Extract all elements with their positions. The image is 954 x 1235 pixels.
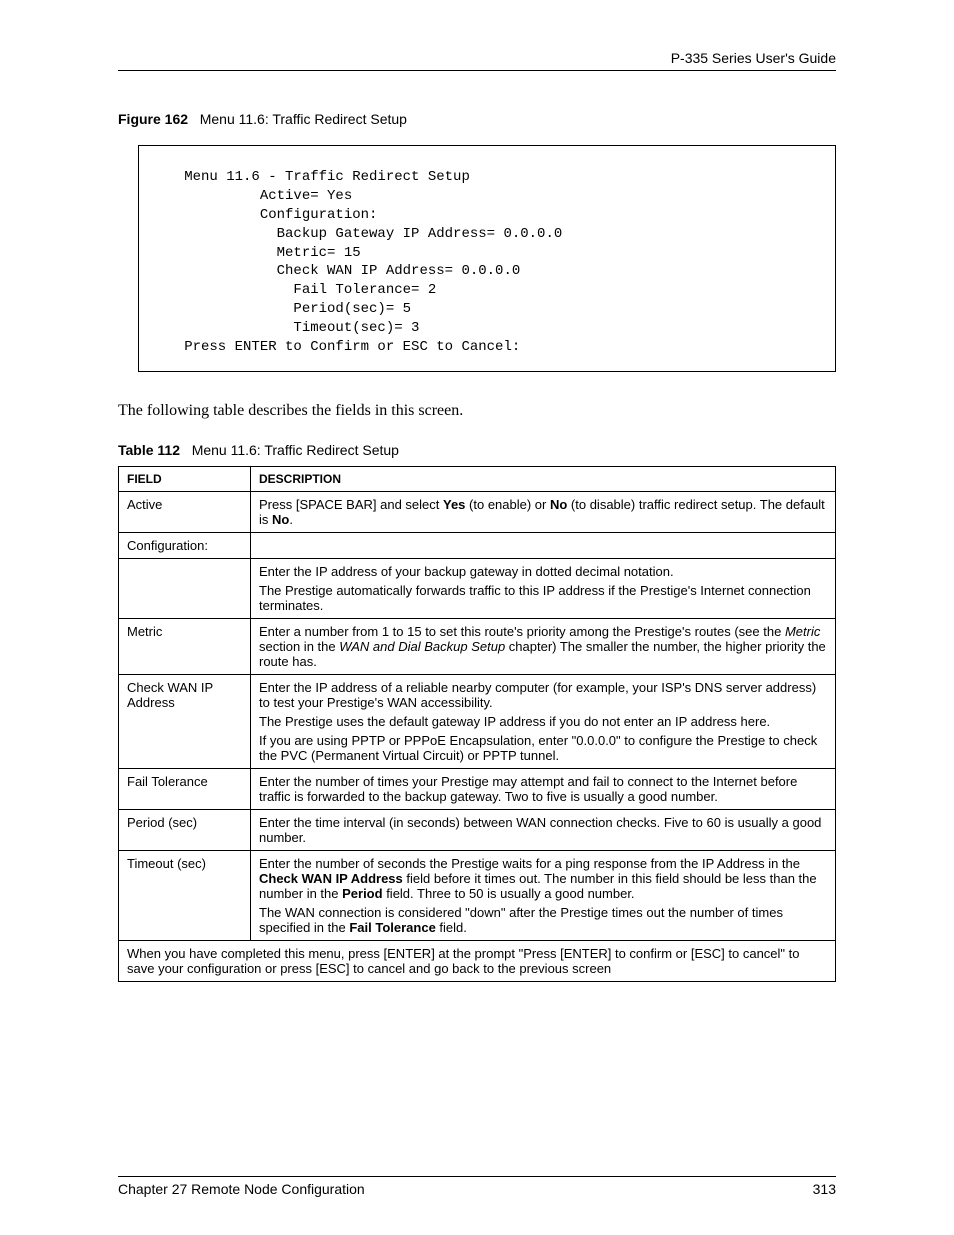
page-footer: Chapter 27 Remote Node Configuration 313: [118, 1176, 836, 1197]
table-row: Period (sec) Enter the time interval (in…: [119, 809, 836, 850]
desc-cell: Enter the IP address of a reliable nearb…: [251, 674, 836, 768]
table-caption: Table 112 Menu 11.6: Traffic Redirect Se…: [118, 442, 836, 458]
table-footer-cell: When you have completed this menu, press…: [119, 940, 836, 981]
field-cell: Active: [119, 491, 251, 532]
document-page: P-335 Series User's Guide Figure 162 Men…: [0, 0, 954, 1235]
desc-cell: Enter a number from 1 to 15 to set this …: [251, 618, 836, 674]
intro-paragraph: The following table describes the fields…: [118, 402, 836, 420]
chapter-title: Chapter 27 Remote Node Configuration: [118, 1181, 365, 1197]
desc-cell: Enter the IP address of your backup gate…: [251, 558, 836, 618]
desc-cell: Enter the time interval (in seconds) bet…: [251, 809, 836, 850]
field-cell: Check WAN IP Address: [119, 674, 251, 768]
terminal-code: Menu 11.6 - Traffic Redirect Setup Activ…: [159, 169, 562, 355]
desc-cell: Enter the number of times your Prestige …: [251, 768, 836, 809]
field-cell: Fail Tolerance: [119, 768, 251, 809]
page-number: 313: [813, 1181, 836, 1197]
field-cell: Metric: [119, 618, 251, 674]
table-row: Metric Enter a number from 1 to 15 to se…: [119, 618, 836, 674]
figure-label: Figure 162: [118, 111, 188, 127]
table-row: Active Press [SPACE BAR] and select Yes …: [119, 491, 836, 532]
field-cell: Period (sec): [119, 809, 251, 850]
table-row: Check WAN IP Address Enter the IP addres…: [119, 674, 836, 768]
field-cell: Timeout (sec): [119, 850, 251, 940]
table-row: Configuration:: [119, 532, 836, 558]
table-row: Enter the IP address of your backup gate…: [119, 558, 836, 618]
desc-cell: [251, 532, 836, 558]
field-description-table: FIELD DESCRIPTION Active Press [SPACE BA…: [118, 466, 836, 982]
table-row: Timeout (sec) Enter the number of second…: [119, 850, 836, 940]
desc-cell: Enter the number of seconds the Prestige…: [251, 850, 836, 940]
desc-cell: Press [SPACE BAR] and select Yes (to ena…: [251, 491, 836, 532]
field-cell: [119, 558, 251, 618]
header-field: FIELD: [119, 466, 251, 491]
figure-caption: Figure 162 Menu 11.6: Traffic Redirect S…: [118, 111, 836, 127]
table-header-row: FIELD DESCRIPTION: [119, 466, 836, 491]
guide-title: P-335 Series User's Guide: [671, 50, 836, 66]
table-row: When you have completed this menu, press…: [119, 940, 836, 981]
terminal-menu-box: Menu 11.6 - Traffic Redirect Setup Activ…: [138, 145, 836, 372]
figure-title: Menu 11.6: Traffic Redirect Setup: [200, 111, 407, 127]
header-description: DESCRIPTION: [251, 466, 836, 491]
field-cell: Configuration:: [119, 532, 251, 558]
table-title: Menu 11.6: Traffic Redirect Setup: [192, 442, 399, 458]
table-label: Table 112: [118, 442, 180, 458]
page-header: P-335 Series User's Guide: [118, 50, 836, 71]
table-row: Fail Tolerance Enter the number of times…: [119, 768, 836, 809]
